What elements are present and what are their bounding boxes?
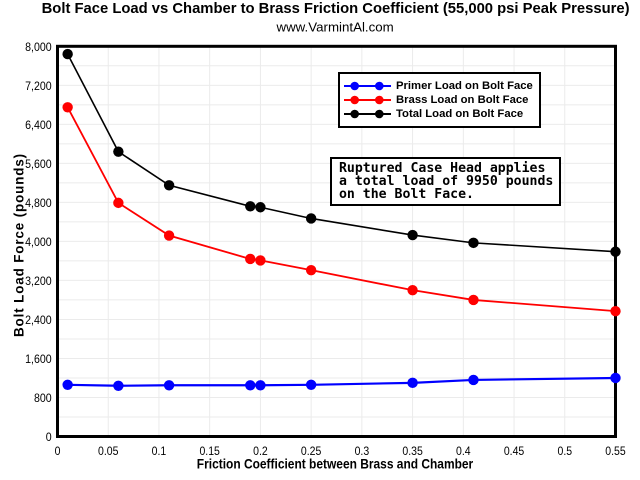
legend-marker-0	[343, 81, 391, 91]
data-point-2-0	[62, 48, 73, 60]
x-tick-label: 0.5	[557, 446, 572, 459]
x-tick-label: 0.25	[301, 446, 321, 459]
annotation-text: Ruptured Case Head applies a total load …	[338, 160, 554, 202]
data-point-0-0	[62, 379, 73, 390]
data-point-1-2	[163, 230, 175, 241]
data-point-2-7	[468, 237, 479, 249]
data-point-2-6	[407, 229, 418, 241]
data-point-0-4	[255, 380, 266, 391]
legend-label-0: Primer Load on Bolt Face	[395, 80, 533, 93]
data-point-1-0	[62, 102, 73, 113]
x-axis-title-text: Friction Coefficient between Brass and C…	[196, 456, 474, 472]
x-tick-label: 0.05	[98, 446, 118, 459]
data-point-1-4	[255, 255, 266, 266]
legend-marker-2	[343, 110, 391, 119]
series-line-0	[67, 376, 616, 387]
x-tick-label: 0.3	[355, 446, 370, 459]
legend-item-0: Primer Load on Bolt Face	[343, 79, 539, 93]
y-tick-label: 2,400	[25, 314, 52, 327]
y-tick-label: 4,000	[25, 236, 52, 249]
x-tick-label: 0.15	[199, 446, 219, 459]
data-point-1-7	[468, 294, 479, 306]
legend-marker-1	[343, 95, 391, 105]
x-tick-label: 0.45	[504, 446, 524, 459]
x-tick-label: 0.55	[605, 446, 625, 459]
data-point-1-1	[113, 197, 124, 209]
legend-item-1: Brass Load on Bolt Face	[343, 93, 539, 107]
data-point-0-8	[610, 372, 621, 384]
data-point-0-5	[305, 379, 317, 390]
y-tick-label: 6,400	[25, 119, 52, 132]
y-tick-label: 800	[34, 392, 52, 405]
y-tick-label: 0	[46, 431, 52, 444]
legend-label-2: Total Load on Bolt Face	[395, 108, 524, 121]
data-point-0-3	[245, 380, 256, 391]
data-point-0-6	[407, 377, 418, 389]
data-point-0-7	[468, 374, 479, 386]
data-point-2-8	[610, 246, 621, 257]
y-tick-label: 1,600	[25, 353, 52, 366]
annotation-box: Ruptured Case Head applies a total load …	[330, 157, 562, 206]
y-tick-label: 5,600	[25, 158, 52, 171]
legend: Primer Load on Bolt Face Brass Load on Bo…	[338, 71, 541, 128]
data-point-2-5	[305, 213, 317, 224]
data-point-2-1	[113, 146, 124, 157]
y-tick-label: 7,200	[25, 80, 52, 93]
data-point-1-3	[245, 253, 256, 265]
y-tick-label: 3,200	[25, 275, 52, 288]
y-tick-label: 4,800	[25, 197, 52, 210]
x-tick-label: 0.2	[253, 446, 268, 459]
data-point-1-8	[610, 305, 621, 317]
data-point-2-3	[245, 201, 256, 212]
data-point-0-2	[163, 380, 175, 391]
x-tick-label: 0	[55, 446, 61, 459]
legend-item-2: Total Load on Bolt Face	[343, 107, 539, 121]
x-tick-label: 0.35	[402, 446, 422, 459]
data-point-1-5	[305, 264, 317, 276]
y-axis-title-text: Bolt Load Force (pounds)	[11, 152, 27, 338]
plot-frame	[56, 44, 617, 439]
y-tick-label: 8,000	[25, 41, 52, 54]
data-point-1-6	[407, 284, 418, 296]
chart-title-text: Bolt Face Load vs Chamber to Brass Frict…	[41, 1, 630, 18]
data-point-2-2	[163, 180, 175, 191]
chart-subtitle-text: www.VarmintAl.com	[276, 19, 394, 35]
legend-label-1: Brass Load on Bolt Face	[395, 94, 529, 107]
x-tick-label: 0.1	[152, 446, 167, 459]
x-tick-label: 0.4	[456, 446, 471, 459]
data-point-0-1	[113, 380, 124, 391]
data-point-2-4	[255, 202, 266, 213]
